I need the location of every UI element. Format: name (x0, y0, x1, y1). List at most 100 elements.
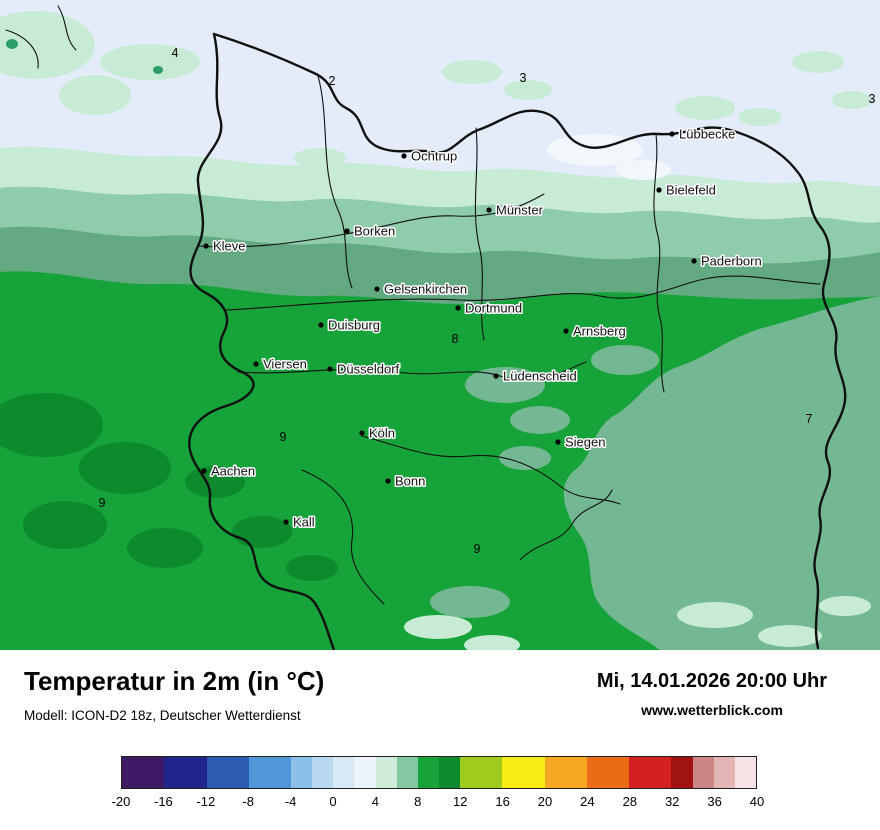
legend-segment (396, 757, 418, 788)
temperature-labels-layer: 4 2 3 3 8 9 9 7 9 (99, 46, 876, 556)
legend-segment (586, 757, 630, 788)
border-lines (5, 5, 847, 650)
city-dot-icon (283, 519, 289, 525)
legend-tick-label: 8 (414, 794, 422, 809)
city-dot-icon (318, 322, 324, 328)
legend-tick-label: 32 (664, 794, 680, 809)
city-marker: Münster (486, 201, 545, 219)
district-border-6 (474, 127, 485, 341)
district-border-9 (519, 489, 613, 561)
district-border-5 (361, 435, 621, 505)
city-marker: Ochtrup (401, 147, 459, 165)
legend-segment (544, 757, 587, 788)
teal-specks (6, 39, 163, 74)
city-label: Lübbecke (679, 127, 735, 142)
city-label: Borken (354, 224, 395, 239)
city-marker: Viersen (253, 355, 308, 373)
city-marker: Bonn (385, 472, 427, 490)
city-marker: Kleve (203, 237, 247, 255)
city-label: Gelsenkirchen (384, 282, 467, 297)
legend-segment (164, 757, 207, 788)
map-temperature-value: 3 (869, 92, 876, 106)
legend-tick-label: 24 (580, 794, 595, 809)
city-marker: Duisburg (318, 316, 382, 334)
legend-tick-label: -20 (111, 794, 131, 809)
city-dot-icon (563, 328, 569, 334)
temperature-legend: -20 -16 -12 -8 -4 0 4 8 12 16 20 24 28 32 36 40 (112, 756, 765, 814)
city-dot-icon (669, 131, 675, 137)
city-dot-icon (455, 305, 461, 311)
legend-tick-label: -4 (284, 794, 297, 809)
legend-color-bar (121, 756, 757, 789)
footer: Temperatur in 2m (in °C) Modell: ICON-D2… (0, 650, 880, 830)
forecast-datetime: Mi, 14.01.2026 20:00 Uhr (596, 670, 828, 692)
city-dot-icon (203, 243, 209, 249)
city-marker: Aachen (201, 462, 257, 480)
legend-tick-label: 12 (452, 794, 468, 809)
city-marker: Arnsberg (563, 322, 627, 340)
district-border-8 (301, 469, 385, 605)
city-dot-icon (253, 361, 259, 367)
legend-tick-label: 36 (707, 794, 722, 809)
city-dot-icon (385, 478, 391, 484)
city-marker: Köln (359, 424, 397, 442)
city-marker: Dortmund (455, 299, 524, 317)
legend-segment (354, 757, 376, 788)
mint-patches (0, 11, 872, 650)
district-border-1 (317, 75, 353, 289)
city-label: Arnsberg (573, 324, 626, 339)
legend-tick-label: 28 (622, 794, 638, 809)
city-dot-icon (691, 258, 697, 264)
legend-segment (333, 757, 355, 788)
border-fragment-1 (5, 29, 39, 69)
legend-segment (248, 757, 292, 788)
dark-green-patches (0, 393, 338, 581)
legend-segment (122, 757, 165, 788)
city-label: Düsseldorf (337, 362, 400, 377)
city-marker: Gelsenkirchen (374, 280, 469, 298)
legend-segment (206, 757, 249, 788)
legend-segment (713, 757, 735, 788)
city-dot-icon (493, 373, 499, 379)
city-label: Paderborn (701, 254, 762, 269)
district-border-7 (653, 133, 665, 393)
legend-tick-label: -8 (242, 794, 254, 809)
city-dot-icon (344, 228, 350, 234)
weather-map: 4 2 3 3 8 9 9 7 9 Ochtrup Lübbecke Bielefeld Münste… (0, 0, 880, 650)
city-label: Lüdenscheid (503, 369, 577, 384)
sage-patches (430, 345, 659, 618)
city-dot-icon (327, 366, 333, 372)
page-title: Temperatur in 2m (in °C) (24, 666, 325, 696)
city-dot-icon (201, 468, 207, 474)
city-label: Viersen (263, 357, 307, 372)
map-temperature-value: 9 (474, 542, 481, 556)
district-border-4 (237, 361, 587, 381)
city-label: Dortmund (465, 301, 522, 316)
city-label: Köln (369, 426, 395, 441)
city-dot-icon (359, 430, 365, 436)
border-fragment-2 (57, 5, 77, 51)
city-marker: Bielefeld (656, 181, 717, 199)
legend-tick-label: 40 (749, 794, 765, 809)
map-temperature-value: 3 (520, 71, 527, 85)
city-dot-icon (486, 207, 492, 213)
legend-tick-labels: -20 -16 -12 -8 -4 0 4 8 12 16 20 24 28 32 36 40 (112, 792, 765, 814)
map-temperature-value: 8 (452, 332, 459, 346)
city-label: Münster (496, 203, 544, 218)
city-label: Aachen (211, 464, 255, 479)
city-dot-icon (401, 153, 407, 159)
district-border-2 (197, 193, 545, 248)
legend-tick-label: 20 (537, 794, 553, 809)
map-temperature-value: 9 (99, 496, 106, 510)
legend-segment (734, 757, 756, 788)
legend-tick-label: 4 (371, 794, 380, 809)
map-temperature-value: 9 (280, 430, 287, 444)
zone-east-sage (563, 296, 880, 650)
city-dot-icon (374, 286, 380, 292)
city-marker: Lübbecke (669, 125, 737, 143)
city-marker: Borken (344, 222, 397, 240)
city-label: Ochtrup (411, 149, 457, 164)
city-label: Duisburg (328, 318, 380, 333)
website-url: www.wetterblick.com (641, 702, 783, 718)
